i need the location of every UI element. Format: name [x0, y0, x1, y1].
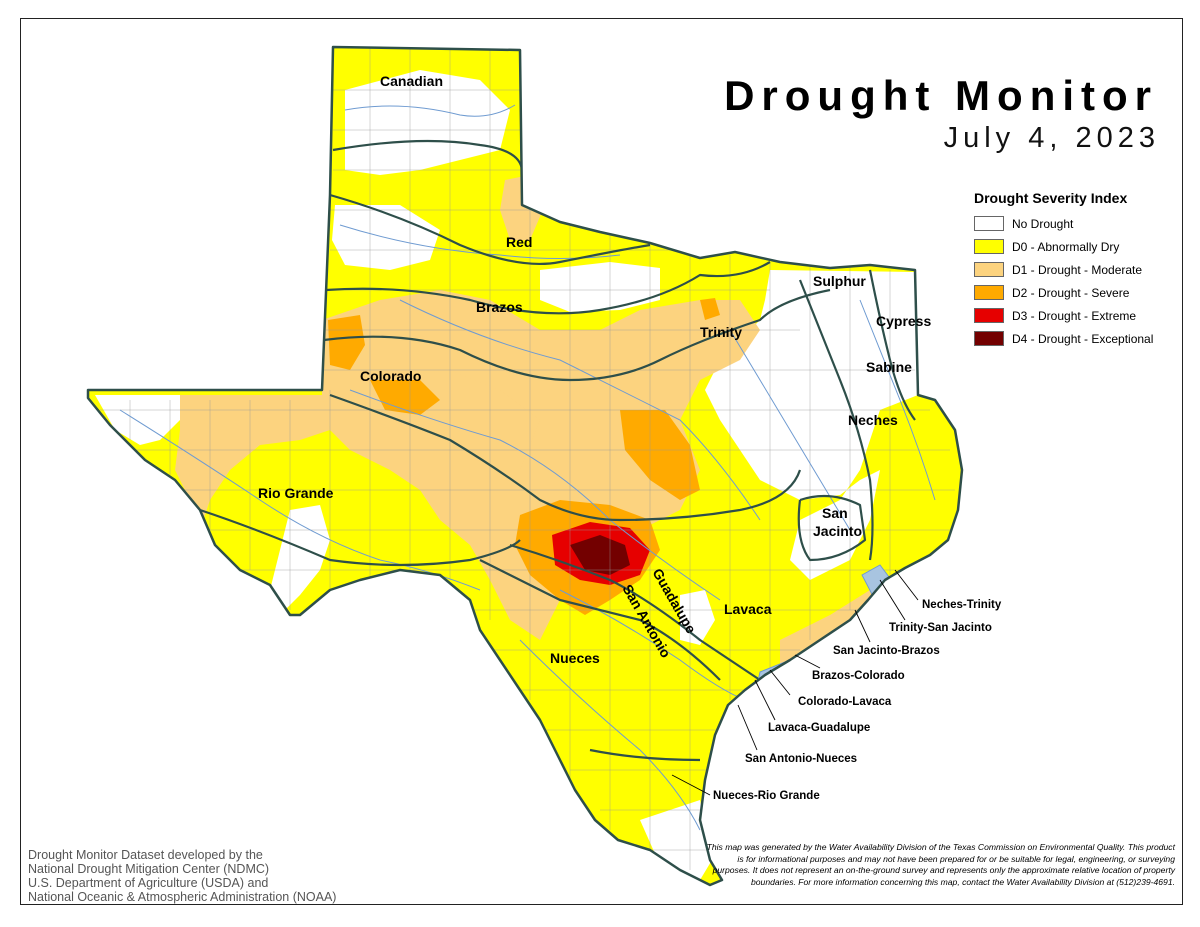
credit-line: U.S. Department of Agriculture (USDA) an…	[28, 876, 269, 890]
basin-label-trinity: Trinity	[700, 324, 742, 340]
legend-item-d4: D4 - Drought - Exceptional	[974, 327, 1174, 350]
legend-swatch	[974, 308, 1004, 323]
basin-label-brazos: Brazos	[476, 299, 523, 315]
legend-item-d1: D1 - Drought - Moderate	[974, 258, 1174, 281]
data-credit: Drought Monitor Dataset developed by the…	[28, 848, 336, 904]
legend-item-d3: D3 - Drought - Extreme	[974, 304, 1174, 327]
legend-label: D2 - Drought - Severe	[1012, 285, 1130, 300]
callout-trinity-san-jacinto: Trinity-San Jacinto	[889, 622, 992, 634]
basin-label-cypress: Cypress	[876, 313, 931, 329]
callout-nueces-rio-grande: Nueces-Rio Grande	[713, 790, 820, 802]
no-drought-panhandle	[345, 70, 510, 175]
d1-west	[175, 395, 330, 575]
callout-colorado-lavaca: Colorado-Lavaca	[798, 696, 892, 708]
legend-label: D3 - Drought - Extreme	[1012, 308, 1137, 323]
callout-neches-trinity: Neches-Trinity	[922, 599, 1002, 611]
legend-item-d2: D2 - Drought - Severe	[974, 281, 1174, 304]
d2-colorado	[328, 315, 365, 370]
basin-label-san-jacinto-1: San	[822, 505, 848, 521]
legend-title: Drought Severity Index	[974, 190, 1128, 206]
legend-item-no-drought: No Drought	[974, 212, 1174, 235]
d2-trinity-small	[700, 298, 720, 320]
legend-label: D1 - Drought - Moderate	[1012, 262, 1143, 277]
basin-label-nueces: Nueces	[550, 650, 600, 666]
no-drought-red-river	[540, 262, 660, 312]
rivers	[119, 104, 936, 831]
map-title: Drought Monitor	[724, 72, 1158, 119]
basin-boundaries	[199, 139, 916, 762]
texas-border	[86, 45, 964, 887]
basin-label-neches: Neches	[848, 412, 898, 428]
basin-label-lavaca: Lavaca	[724, 601, 772, 617]
legend-label: D4 - Drought - Exceptional	[1012, 331, 1154, 346]
callout-leaders	[671, 569, 919, 796]
legend: Drought Severity Index No Drought D0 - A…	[974, 190, 1174, 350]
no-drought-big-bend	[270, 505, 330, 610]
basin-label-canadian: Canadian	[380, 73, 443, 89]
legend-label: D0 - Abnormally Dry	[1012, 239, 1120, 254]
basin-label-rio-grande: Rio Grande	[258, 485, 334, 501]
basin-label-sulphur: Sulphur	[813, 273, 866, 289]
legend-swatch	[974, 216, 1004, 231]
d2-trinity	[620, 410, 700, 500]
callout-san-jacinto-brazos: San Jacinto-Brazos	[833, 645, 940, 657]
basin-label-sabine: Sabine	[866, 359, 912, 375]
callout-lavaca-guadalupe: Lavaca-Guadalupe	[768, 722, 870, 734]
credit-line: National Drought Mitigation Center (NDMC…	[28, 862, 270, 876]
legend-swatch	[974, 262, 1004, 277]
legend-swatch	[974, 285, 1004, 300]
legend-swatch	[974, 331, 1004, 346]
legend-label: No Drought	[1012, 216, 1074, 231]
legend-swatch	[974, 239, 1004, 254]
no-drought-east	[705, 270, 918, 580]
callout-san-antonio-nueces: San Antonio-Nueces	[745, 753, 857, 765]
map-date: July 4, 2023	[943, 122, 1160, 154]
callout-brazos-colorado: Brazos-Colorado	[812, 670, 905, 682]
d4-hill-country	[570, 535, 630, 575]
county-grid	[100, 47, 955, 870]
credit-line: National Oceanic & Atmospheric Administr…	[28, 890, 337, 904]
no-drought-west	[95, 395, 180, 445]
disclaimer: This map was generated by the Water Avai…	[706, 842, 1175, 887]
credit-line: Drought Monitor Dataset developed by the	[28, 848, 263, 862]
d2-colorado-2	[370, 380, 440, 415]
legend-item-d0: D0 - Abnormally Dry	[974, 235, 1174, 258]
basin-label-red: Red	[506, 234, 532, 250]
basin-label-san-jacinto-2: Jacinto	[813, 523, 862, 539]
basin-label-colorado: Colorado	[360, 368, 421, 384]
